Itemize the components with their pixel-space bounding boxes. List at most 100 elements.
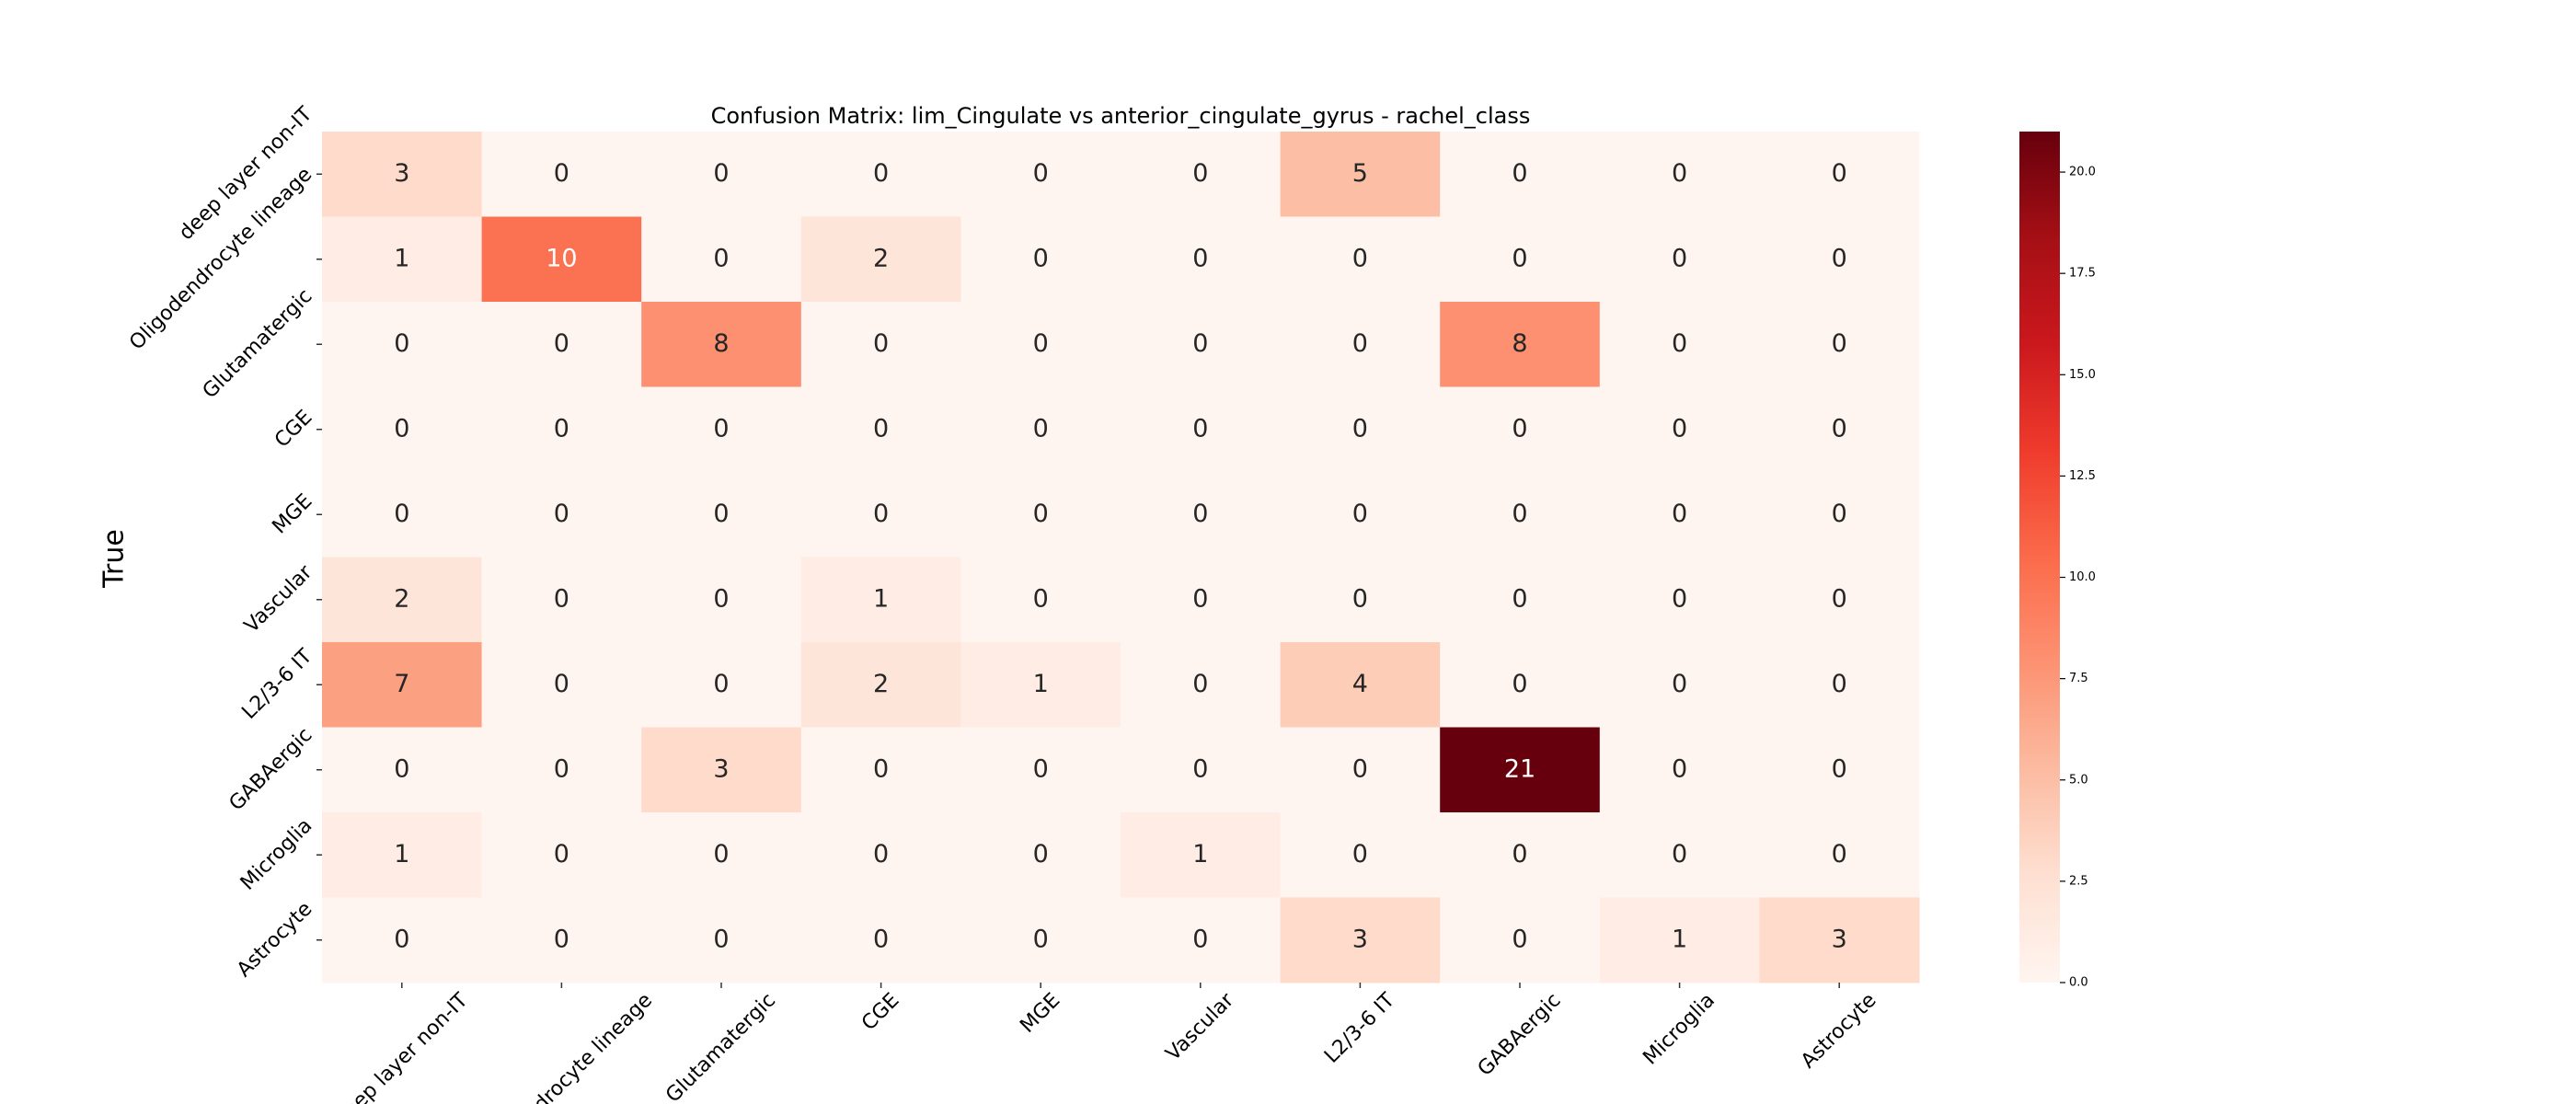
cell-label: 0 (1512, 244, 1527, 272)
heatmap-cell (1440, 812, 1601, 898)
heatmap-cell (1440, 897, 1601, 983)
heatmap-cell (1280, 132, 1441, 217)
cell-label: 0 (1512, 414, 1527, 443)
heatmap-cell (481, 812, 642, 898)
cell-label: 0 (554, 159, 569, 188)
cell-label: 0 (1033, 925, 1049, 953)
cell-label: 0 (873, 925, 889, 953)
cell-label: 0 (554, 500, 569, 528)
cell-label: 0 (1832, 414, 1847, 443)
cell-label: 1 (394, 244, 409, 272)
cell-label: 7 (394, 670, 409, 698)
heatmap-cell (1440, 132, 1601, 217)
cell-label: 0 (1192, 925, 1208, 953)
cell-label: 21 (1504, 754, 1535, 783)
cell-label: 0 (1192, 244, 1208, 272)
cell-label: 0 (1352, 754, 1368, 783)
heatmap-cell (1280, 812, 1441, 898)
y-tick-label: CGE (270, 406, 316, 452)
cell-label: 0 (873, 414, 889, 443)
heatmap-cell (1599, 216, 1760, 303)
cell-label: 0 (1672, 159, 1687, 188)
heatmap-cell (1759, 557, 1920, 643)
cell-label: 0 (713, 159, 729, 188)
heatmap-cell (322, 132, 483, 217)
cell-label: 0 (1832, 329, 1847, 358)
heatmap-cell (1599, 472, 1760, 558)
heatmap-cell (322, 386, 483, 473)
cell-label: 8 (1512, 329, 1527, 358)
heatmap-cell (1121, 897, 1282, 983)
cell-label: 0 (1033, 500, 1049, 528)
cell-label: 0 (394, 329, 409, 358)
heatmap-cell (481, 472, 642, 558)
cell-label: 0 (1033, 159, 1049, 188)
heatmap-cell (1759, 727, 1920, 813)
cell-label: 0 (1832, 500, 1847, 528)
cell-label: 0 (554, 925, 569, 953)
heatmap-cell (322, 812, 483, 898)
heatmap-cell (1759, 132, 1920, 217)
x-tick-label: deep layer non-IT (330, 989, 473, 1104)
cell-label: 0 (1033, 840, 1049, 868)
cell-label: 0 (1192, 754, 1208, 783)
cell-label: 0 (1832, 159, 1847, 188)
heatmap-cell (1121, 812, 1282, 898)
heatmap-cell (1280, 727, 1441, 813)
cell-label: 0 (713, 840, 729, 868)
heatmap-cell (800, 557, 961, 643)
cell-label: 0 (1672, 840, 1687, 868)
heatmap-cell (1440, 302, 1601, 387)
heatmap-cell (322, 727, 483, 813)
cell-label: 0 (1832, 584, 1847, 613)
cell-label: 0 (1352, 500, 1368, 528)
cell-label: 0 (1192, 159, 1208, 188)
heatmap-cell (960, 132, 1121, 217)
cell-label: 0 (1352, 584, 1368, 613)
heatmap-cell (481, 132, 642, 217)
cell-label: 0 (1512, 925, 1527, 953)
cell-label: 0 (1512, 584, 1527, 613)
x-tick-label: Glutamatergic (661, 989, 780, 1104)
cell-label: 0 (1672, 754, 1687, 783)
heatmap-cell (1599, 386, 1760, 473)
cell-label: 0 (713, 670, 729, 698)
heatmap-cell (1599, 132, 1760, 217)
cell-label: 0 (1033, 244, 1049, 272)
cell-label: 0 (1192, 414, 1208, 443)
cell-label: 3 (1832, 925, 1847, 953)
heatmap-cell (1599, 812, 1760, 898)
heatmap-cell (1121, 472, 1282, 558)
heatmap-cell (960, 642, 1121, 728)
cell-label: 1 (873, 584, 889, 613)
heatmap-cell (960, 557, 1121, 643)
cell-label: 0 (1192, 584, 1208, 613)
heatmap-cell (1280, 216, 1441, 303)
cell-label: 0 (713, 244, 729, 272)
heatmap-cell (641, 557, 802, 643)
cell-label: 3 (1352, 925, 1368, 953)
colorbar-tick-label: 5.0 (2069, 773, 2088, 787)
heatmap-cell (800, 472, 961, 558)
cell-label: 1 (1192, 840, 1208, 868)
heatmap-cell (641, 132, 802, 217)
cell-label: 3 (394, 159, 409, 188)
heatmap-cell (1759, 812, 1920, 898)
colorbar-tick-label: 17.5 (2069, 267, 2096, 281)
x-tick-label: Astrocyte (1797, 989, 1881, 1074)
heatmap-cell (481, 386, 642, 473)
heatmap-cell (960, 812, 1121, 898)
heatmap-cell (960, 386, 1121, 473)
heatmap-cell (1121, 132, 1282, 217)
cell-label: 0 (394, 754, 409, 783)
cell-label: 0 (1672, 329, 1687, 358)
cell-label: 0 (1512, 159, 1527, 188)
cell-label: 1 (1672, 925, 1687, 953)
heatmap-cell (800, 386, 961, 473)
cell-label: 0 (1033, 584, 1049, 613)
cell-label: 0 (1672, 584, 1687, 613)
heatmap-cell (1759, 472, 1920, 558)
heatmap-cell (1280, 302, 1441, 387)
cell-label: 0 (873, 840, 889, 868)
